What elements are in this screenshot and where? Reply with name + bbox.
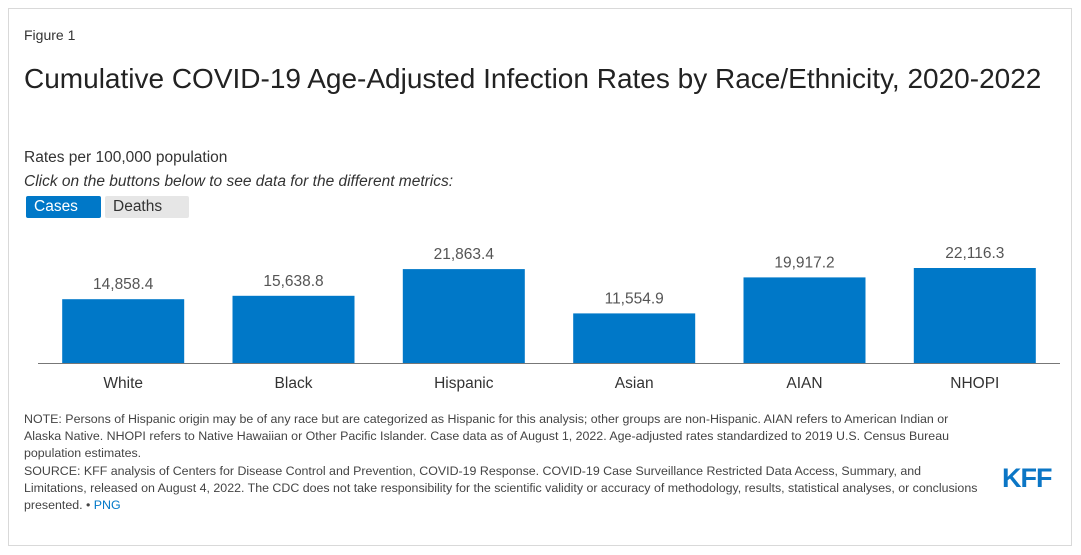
value-label-asian: 11,554.9 [605, 290, 664, 307]
separator-dot: • [82, 498, 94, 513]
png-download-link[interactable]: PNG [93, 498, 121, 513]
value-label-hispanic: 21,863.4 [434, 246, 495, 263]
bar-hispanic[interactable] [402, 269, 525, 363]
chart-subtitle: Rates per 100,000 population [24, 149, 228, 166]
category-label-black: Black [275, 375, 313, 392]
category-label-nhopi: NHOPI [950, 375, 999, 392]
bar-nhopi[interactable] [913, 268, 1036, 363]
bar-aian[interactable] [743, 277, 866, 363]
category-label-aian: AIAN [786, 375, 822, 392]
value-label-aian: 19,917.2 [774, 254, 834, 271]
note-text: NOTE: Persons of Hispanic origin may be … [24, 412, 949, 461]
bar-white[interactable] [62, 299, 185, 363]
bar-black[interactable] [232, 295, 355, 363]
bar-chart: 14,858.4 White 15,638.8 Black 21,863.4 Hispan… [38, 245, 1060, 392]
source-text: SOURCE: KFF analysis of Centers for Dise… [24, 463, 978, 513]
figure-label: Figure 1 [24, 27, 76, 43]
category-label-white: White [103, 375, 143, 392]
chart-title: Cumulative COVID-19 Age-Adjusted Infecti… [24, 63, 1042, 94]
value-label-black: 15,638.8 [263, 273, 323, 290]
deaths-button[interactable]: Deaths [105, 196, 189, 218]
bar-asian[interactable] [573, 313, 696, 363]
instruction-text: Click on the buttons below to see data f… [24, 173, 454, 190]
kff-logo: KFF [1002, 463, 1052, 493]
value-label-nhopi: 22,116.3 [945, 245, 1004, 262]
value-label-white: 14,858.4 [93, 276, 154, 293]
cases-button[interactable]: Cases [26, 196, 101, 218]
category-label-hispanic: Hispanic [434, 375, 494, 392]
figure-card [8, 8, 1072, 546]
note-block: NOTE: Persons of Hispanic origin may be … [24, 411, 984, 514]
category-label-asian: Asian [615, 375, 654, 392]
